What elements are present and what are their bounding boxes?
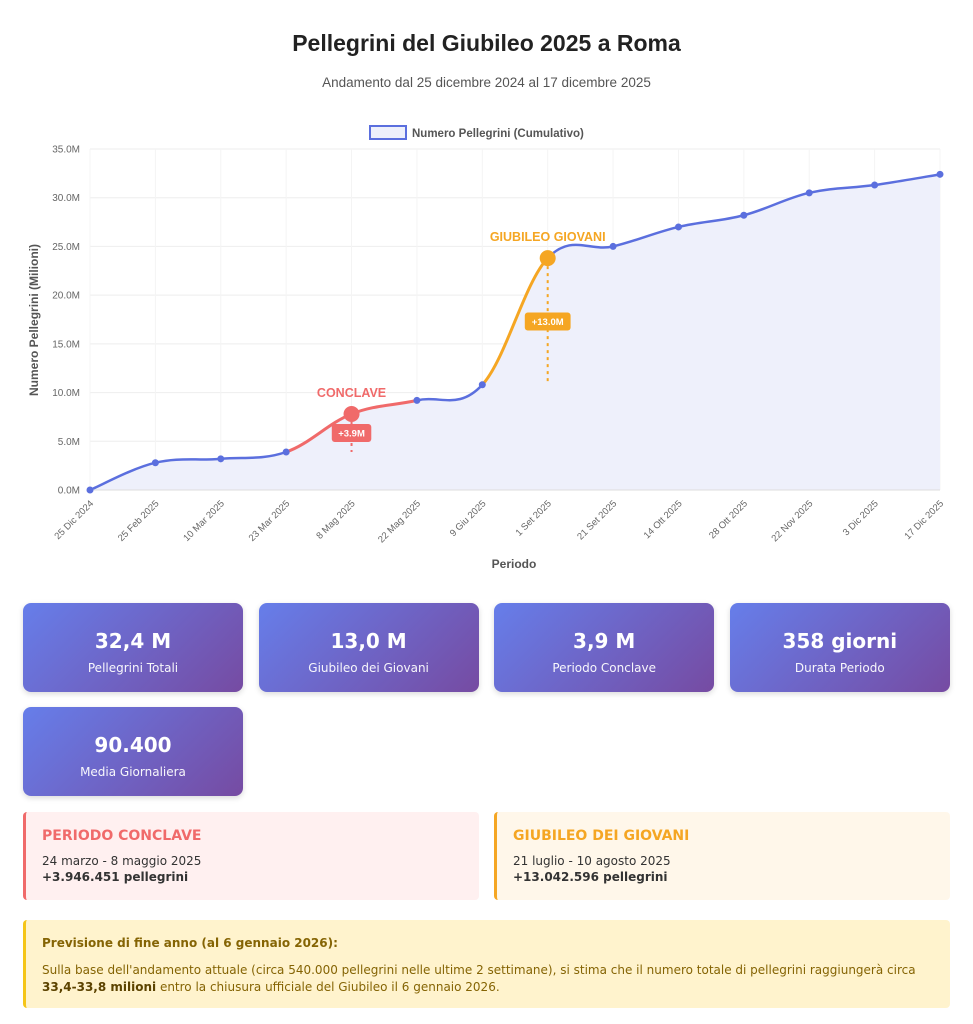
line-segment [743,191,810,217]
x-tick-label: 14 Ott 2025 [642,498,685,541]
stat-card-giovani: 13,0 M Giubileo dei Giovani [258,603,479,692]
stat-card-duration: 358 giorni Durata Periodo [729,603,950,692]
data-point [674,223,682,231]
stat-value: 13,0 M [330,629,407,653]
conclave-info-box: PERIODO CONCLAVE 24 marzo - 8 maggio 202… [23,812,479,900]
x-tick-label: 21 Set 2025 [575,498,619,542]
data-point [478,381,486,389]
annotation-badge [331,424,372,443]
annotation-label: CONCLAVE [317,386,386,400]
line-segment [678,214,745,229]
stat-value: 90.400 [94,733,172,757]
stat-card-conclave: 3,9 M Periodo Conclave [494,603,715,692]
x-tick-label: 1 Set 2025 [514,498,554,538]
line-segment [874,173,941,187]
line-segment [481,257,549,386]
forecast-text-part: entro la chiusura ufficiale del Giubileo… [156,980,500,994]
stat-value: 3,9 M [573,629,636,653]
x-tick-label: 25 Feb 2025 [116,498,162,544]
line-segment [89,461,156,492]
line-segment [612,225,679,248]
x-tick-label: 8 Mag 2025 [314,498,357,541]
stat-card-daily-average: 90.400 Media Giornaliera [23,707,243,796]
x-tick-label: 23 Mar 2025 [247,498,292,543]
x-tick-label: 22 Mag 2025 [376,498,423,545]
line-segment [546,243,614,259]
data-point [217,455,225,463]
legend-label: Numero Pellegrini (Cumulativo) [412,128,584,140]
stat-value: 32,4 M [94,629,172,653]
y-tick-label: 15.0M [52,339,80,350]
line-segment [220,450,287,461]
x-tick-label: 17 Dic 2025 [902,498,946,542]
x-tick-label: 10 Mar 2025 [181,498,226,543]
data-point [86,486,94,494]
forecast-text: Sulla base dell'andamento attuale (circa… [42,962,934,996]
y-tick-label: 10.0M [52,388,80,399]
annotation-point [539,250,556,267]
legend-swatch [369,125,407,140]
x-axis-title: Periodo [492,557,537,571]
y-tick-label: 20.0M [52,291,80,302]
annotation-point [343,406,360,423]
stat-value: 358 giorni [782,629,898,653]
y-tick-label: 5.0M [58,437,80,448]
line-segment [155,457,221,464]
forecast-title: Previsione di fine anno (al 6 gennaio 20… [42,936,338,950]
x-tick-label: 3 Dic 2025 [841,498,881,538]
data-point [413,396,421,404]
y-tick-label: 25.0M [52,242,80,253]
giovani-info-box: GIUBILEO DEI GIOVANI 21 luglio - 10 agos… [494,812,950,900]
giovani-title: GIUBILEO DEI GIOVANI [513,828,690,844]
data-point [151,459,159,467]
data-point [805,189,813,197]
y-tick-label: 0.0M [58,486,80,497]
x-tick-label: 22 Nov 2025 [769,498,815,544]
stats-cards: 32,4 M Pellegrini Totali 13,0 M Giubileo d… [23,603,950,796]
stat-label: Pellegrini Totali [87,661,179,675]
forecast-box: Previsione di fine anno (al 6 gennaio 20… [23,920,950,1008]
giovani-dates: 21 luglio - 10 agosto 2025 [513,854,671,868]
conclave-dates: 24 marzo - 8 maggio 2025 [42,854,202,868]
annotation-badge-text: +13.0M [532,317,564,328]
x-tick-label: 9 Giu 2025 [448,498,489,539]
conclave-count: +3.946.451 pellegrini [42,870,189,884]
stat-label: Giubileo dei Giovani [308,661,429,675]
forecast-text-part: Sulla base dell'andamento attuale (circa… [42,963,916,977]
stat-label: Periodo Conclave [552,661,657,675]
conclave-title: PERIODO CONCLAVE [42,828,202,844]
line-segment [808,183,875,195]
data-point [936,170,944,178]
y-tick-label: 30.0M [52,193,80,204]
page-subtitle: Andamento dal 25 dicembre 2024 al 17 dic… [322,75,651,90]
y-tick-label: 35.0M [52,145,80,156]
data-point [740,211,748,219]
page-title: Pellegrini del Giubileo 2025 a Roma [292,30,681,56]
annotation-badge [524,312,571,331]
forecast-range: 33,4-33,8 milioni [42,980,157,994]
stat-label: Media Giornaliera [80,765,186,779]
giovani-count: +13.042.596 pellegrini [513,870,668,884]
annotation-label: GIUBILEO GIOVANI [490,230,606,244]
data-point [609,242,617,250]
stat-card-total: 32,4 M Pellegrini Totali [23,603,243,692]
data-point [282,448,290,456]
x-tick-label: 25 Dic 2024 [52,498,96,542]
area-fill [90,174,940,491]
pilgrims-line-chart: 0.0M 5.0M 10.0M 15.0M 20.0M 25.0M 30.0M 35.0M 25… [27,125,946,571]
line-segment [416,383,484,402]
y-axis-title: Numero Pellegrini (Milioni) [27,244,41,396]
x-tick-label: 28 Ott 2025 [707,498,750,541]
data-point [871,181,879,189]
annotation-badge-text: +3.9M [338,429,365,440]
stat-label: Durata Periodo [794,661,885,675]
